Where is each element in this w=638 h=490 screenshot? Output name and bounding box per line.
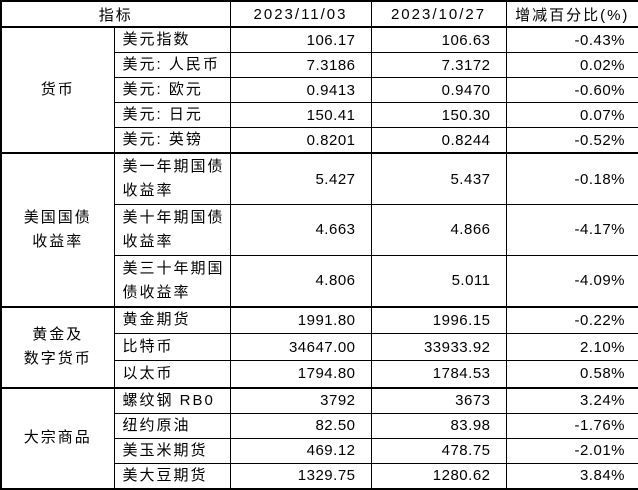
table-row: 大宗商品 螺纹钢 RB0 3792 3673 3.24%: [0, 386, 638, 490]
table-row: 美国国债 收益率 美一年期国债 收益率 5.427 5.437 -0.18%: [0, 152, 638, 308]
change-percent-cell: -4.17%: [505, 203, 638, 256]
change-percent-cell: -2.01%: [505, 437, 638, 464]
value-current-cell: 469.12: [229, 437, 372, 464]
value-current-cell: 150.41: [229, 102, 372, 129]
header-date-1: 2023/11/03: [229, 0, 372, 28]
indicator-label-cell: 美元指数: [113, 26, 231, 54]
indicator-label-cell: 螺纹钢 RB0: [113, 386, 231, 414]
value-current-cell: 82.50: [229, 412, 372, 439]
table-row: 美元: 日元 150.41 150.30 0.07%: [1, 102, 638, 129]
value-current-cell: 7.3186: [229, 52, 372, 79]
table-row: 美大豆期货 1329.75 1280.62 3.84%: [1, 462, 638, 490]
change-percent-cell: 3.24%: [505, 386, 638, 414]
change-percent-cell: 0.02%: [505, 52, 638, 79]
value-current-cell: 5.427: [229, 152, 372, 205]
value-current-cell: 1329.75: [229, 462, 372, 490]
change-percent-cell: -0.43%: [505, 26, 638, 54]
change-percent-cell: -4.09%: [505, 254, 638, 308]
table-row: 纽约原油 82.50 83.98 -1.76%: [1, 412, 638, 439]
value-current-cell: 0.8201: [229, 127, 372, 154]
value-current-cell: 0.9413: [229, 77, 372, 104]
value-previous-cell: 5.011: [370, 254, 507, 308]
change-percent-cell: 2.10%: [505, 333, 638, 362]
value-previous-cell: 1996.15: [370, 305, 507, 335]
header-change-pct: 增减百分比(%): [505, 0, 638, 28]
value-previous-cell: 1280.62: [370, 462, 507, 490]
indicator-label-cell: 美三十年期国 债收益率: [113, 254, 231, 308]
value-current-cell: 106.17: [229, 26, 372, 54]
value-previous-cell: 33933.92: [370, 333, 507, 362]
change-percent-cell: 0.07%: [505, 102, 638, 129]
value-current-cell: 4.663: [229, 203, 372, 256]
value-previous-cell: 0.9470: [370, 77, 507, 104]
table-row: 货币 美元指数 106.17 106.63 -0.43%: [0, 25, 638, 154]
value-current-cell: 1991.80: [229, 305, 372, 335]
value-previous-cell: 150.30: [370, 102, 507, 129]
category-cell: 货币: [0, 25, 115, 154]
value-previous-cell: 106.63: [370, 26, 507, 54]
table-body: 货币 美元指数 106.17 106.63 -0.43% 美元: 人民币 7.3186 7.3…: [0, 25, 638, 490]
table-row: 黄金及 数字货币 黄金期货 1991.80 1996.15 -0.22%: [0, 305, 638, 389]
change-percent-cell: 0.58%: [505, 360, 638, 389]
value-current-cell: 34647.00: [229, 333, 372, 362]
table-row: 美元: 欧元 0.9413 0.9470 -0.60%: [1, 77, 638, 104]
header-date-2: 2023/10/27: [370, 0, 507, 28]
table-row: 美十年期国债 收益率 4.663 4.866 -4.17%: [1, 203, 638, 256]
indicator-label-cell: 黄金期货: [113, 305, 231, 335]
value-previous-cell: 1784.53: [370, 360, 507, 389]
value-previous-cell: 4.866: [370, 203, 507, 256]
indicator-label-cell: 比特币: [113, 333, 231, 362]
change-percent-cell: -0.22%: [505, 305, 638, 335]
table-row: 美元: 人民币 7.3186 7.3172 0.02%: [1, 52, 638, 79]
value-previous-cell: 478.75: [370, 437, 507, 464]
change-percent-cell: 3.84%: [505, 462, 638, 490]
category-cell: 美国国债 收益率: [0, 152, 115, 308]
category-cell: 黄金及 数字货币: [0, 305, 115, 389]
value-current-cell: 1794.80: [229, 360, 372, 389]
table-row: 美玉米期货 469.12 478.75 -2.01%: [1, 437, 638, 464]
value-previous-cell: 83.98: [370, 412, 507, 439]
indicator-label-cell: 美十年期国债 收益率: [113, 203, 231, 256]
header-row: 指标 2023/11/03 2023/10/27 增减百分比(%): [0, 0, 638, 28]
change-percent-cell: -0.60%: [505, 77, 638, 104]
change-percent-cell: -0.18%: [505, 152, 638, 205]
indicator-label-cell: 以太币: [113, 360, 231, 389]
table-row: 比特币 34647.00 33933.92 2.10%: [1, 333, 638, 362]
value-previous-cell: 7.3172: [370, 52, 507, 79]
indicator-label-cell: 纽约原油: [113, 412, 231, 439]
value-previous-cell: 0.8244: [370, 127, 507, 154]
category-cell: 大宗商品: [0, 386, 115, 490]
indicator-label-cell: 美元: 欧元: [113, 77, 231, 104]
table-row: 以太币 1794.80 1784.53 0.58%: [1, 360, 638, 389]
change-percent-cell: -1.76%: [505, 412, 638, 439]
table-row: 美三十年期国 债收益率 4.806 5.011 -4.09%: [1, 254, 638, 308]
indicator-label-cell: 美大豆期货: [113, 462, 231, 490]
value-current-cell: 4.806: [229, 254, 372, 308]
indicator-label-cell: 美玉米期货: [113, 437, 231, 464]
value-previous-cell: 5.437: [370, 152, 507, 205]
indicator-label-cell: 美元: 英镑: [113, 127, 231, 154]
indicator-label-cell: 美元: 日元: [113, 102, 231, 129]
header-indicator: 指标: [0, 0, 231, 28]
indicator-label-cell: 美元: 人民币: [113, 52, 231, 79]
value-current-cell: 3792: [229, 386, 372, 414]
change-percent-cell: -0.52%: [505, 127, 638, 154]
indicator-label-cell: 美一年期国债 收益率: [113, 152, 231, 205]
value-previous-cell: 3673: [370, 386, 507, 414]
